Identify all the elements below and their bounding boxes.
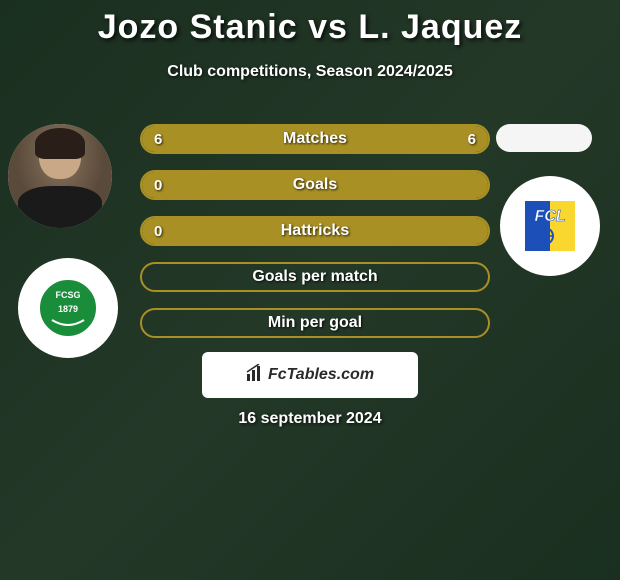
stat-label: Min per goal xyxy=(268,314,362,332)
stat-row: 0 Goals xyxy=(140,170,490,200)
chart-icon xyxy=(246,364,264,387)
page-subtitle: Club competitions, Season 2024/2025 xyxy=(0,63,620,81)
stat-label: Matches xyxy=(283,130,347,148)
svg-text:FCL: FCL xyxy=(534,208,565,225)
stat-row: Min per goal xyxy=(140,308,490,338)
brand-box[interactable]: FcTables.com xyxy=(202,352,418,398)
club-left-badge: FCSG 1879 xyxy=(18,258,118,358)
stat-value-left: 6 xyxy=(154,131,162,148)
stat-value-left: 0 xyxy=(154,223,162,240)
stat-value-right: 6 xyxy=(468,131,476,148)
player-right-avatar xyxy=(496,124,592,152)
stats-container: 6 Matches 6 0 Goals 0 Hattricks Goals per match… xyxy=(140,124,490,354)
date-label: 16 september 2024 xyxy=(0,410,620,428)
page-title: Jozo Stanic vs L. Jaquez xyxy=(0,0,620,47)
stat-label: Goals per match xyxy=(252,268,377,286)
stat-label: Hattricks xyxy=(281,222,349,240)
club-right-badge: FCL xyxy=(500,176,600,276)
stat-row: Goals per match xyxy=(140,262,490,292)
svg-text:1879: 1879 xyxy=(58,304,78,314)
svg-text:FCSG: FCSG xyxy=(55,290,80,300)
brand-label: FcTables.com xyxy=(268,366,374,384)
stat-row: 0 Hattricks xyxy=(140,216,490,246)
stat-label: Goals xyxy=(293,176,337,194)
stat-row: 6 Matches 6 xyxy=(140,124,490,154)
player-left-avatar xyxy=(8,124,112,228)
stat-value-left: 0 xyxy=(154,177,162,194)
